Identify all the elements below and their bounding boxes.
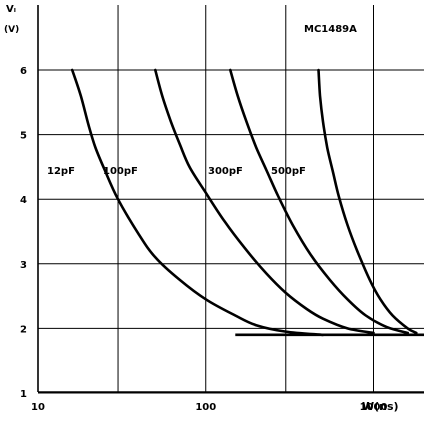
x-tick-label: 1000 — [360, 402, 388, 413]
x-axis-label: W(ns) — [362, 400, 399, 413]
labels: Vₗ (V) MC1489A W(ns) 12pF 100pF 300pF 50… — [4, 4, 399, 413]
series-label-12pf: 12pF — [47, 166, 75, 177]
tick-labels: 1 2 3 4 5 6 10 100 1000 — [20, 66, 387, 413]
series-label-100pf: 100pF — [103, 166, 138, 177]
grid — [37, 5, 424, 394]
series-line-500pf — [317, 68, 418, 335]
series-line-12pf — [70, 68, 325, 337]
series-line-100pf — [154, 68, 375, 335]
device-annotation: MC1489A — [304, 24, 357, 35]
y-tick-label: 1 — [20, 389, 27, 400]
series-line-300pf — [229, 68, 409, 335]
x-tick-label: 10 — [31, 402, 45, 413]
y-tick-label: 4 — [20, 195, 27, 206]
y-tick-label: 6 — [20, 66, 27, 77]
x-tick-label: 100 — [195, 402, 216, 413]
y-axis-unit: (V) — [4, 25, 19, 35]
curves — [70, 68, 424, 337]
y-tick-label: 3 — [20, 260, 27, 271]
y-tick-label: 2 — [20, 324, 27, 335]
y-tick-label: 5 — [20, 131, 27, 142]
y-axis-label: Vₗ — [6, 4, 16, 15]
series-label-500pf: 500pF — [271, 166, 306, 177]
series-label-300pf: 300pF — [208, 166, 243, 177]
